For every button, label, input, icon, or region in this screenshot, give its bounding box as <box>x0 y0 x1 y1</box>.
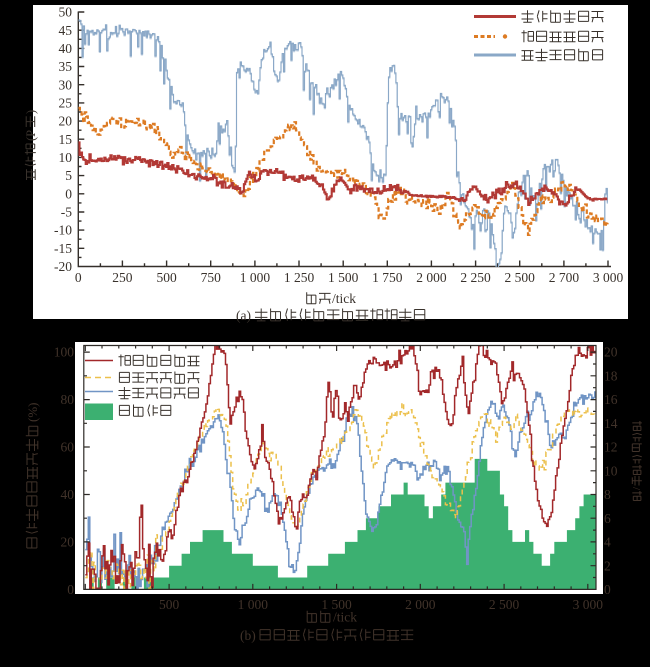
svg-text:20: 20 <box>61 535 75 550</box>
svg-text:/tick: /tick <box>332 291 356 306</box>
svg-text:1 750: 1 750 <box>372 270 403 285</box>
svg-text:2: 2 <box>604 558 611 573</box>
svg-text:20: 20 <box>59 114 73 129</box>
svg-text:250: 250 <box>112 270 133 285</box>
svg-text:2 250: 2 250 <box>460 270 491 285</box>
svg-text:1 250: 1 250 <box>284 270 315 285</box>
svg-text:8: 8 <box>604 487 611 502</box>
svg-text:-15: -15 <box>54 241 72 256</box>
svg-text:10: 10 <box>59 150 73 165</box>
svg-text:6: 6 <box>604 511 611 526</box>
svg-text:5: 5 <box>65 168 72 183</box>
svg-text:2 700: 2 700 <box>549 270 580 285</box>
svg-text:1 000: 1 000 <box>238 597 269 612</box>
svg-text:(P: (P <box>24 130 38 141</box>
svg-text:14: 14 <box>604 416 618 431</box>
svg-text:60: 60 <box>61 440 75 455</box>
svg-text:45: 45 <box>59 23 73 38</box>
svg-text:2 000: 2 000 <box>416 270 447 285</box>
svg-text:0: 0 <box>65 186 72 201</box>
svg-text:-20: -20 <box>54 259 72 274</box>
svg-text:80: 80 <box>61 392 75 407</box>
svg-text:0: 0 <box>75 270 82 285</box>
svg-text:20: 20 <box>604 345 618 360</box>
svg-text:-5: -5 <box>61 205 72 220</box>
svg-text:2 500: 2 500 <box>505 270 536 285</box>
svg-text:50: 50 <box>59 5 73 20</box>
svg-text:10: 10 <box>604 463 618 478</box>
svg-text:500: 500 <box>156 270 177 285</box>
svg-text:2 000: 2 000 <box>405 597 436 612</box>
svg-text:): ) <box>24 110 38 114</box>
svg-text:0: 0 <box>604 582 611 597</box>
svg-text:/: / <box>630 487 642 491</box>
svg-text:(b): (b) <box>240 628 256 643</box>
svg-text:16: 16 <box>604 392 618 407</box>
svg-text:100: 100 <box>54 345 75 360</box>
svg-text:2 500: 2 500 <box>489 597 520 612</box>
svg-text:4: 4 <box>604 535 611 550</box>
svg-text:15: 15 <box>59 132 73 147</box>
svg-text:-10: -10 <box>54 223 72 238</box>
svg-text:40: 40 <box>59 41 73 56</box>
svg-text:1 000: 1 000 <box>240 270 271 285</box>
svg-text:35: 35 <box>59 59 73 74</box>
svg-text:3 000: 3 000 <box>573 597 604 612</box>
svg-text:1 500: 1 500 <box>328 270 359 285</box>
svg-text:3 000: 3 000 <box>593 270 624 285</box>
svg-text:12: 12 <box>604 440 618 455</box>
svg-text:0: 0 <box>67 582 74 597</box>
svg-text:/tick: /tick <box>333 610 357 625</box>
svg-text:18: 18 <box>604 368 618 383</box>
svg-text:30: 30 <box>59 77 73 92</box>
svg-text:(a): (a) <box>236 308 251 323</box>
svg-text:40: 40 <box>61 487 75 502</box>
svg-text:25: 25 <box>59 96 73 111</box>
svg-text:(%): (%) <box>25 403 40 423</box>
svg-text:1 500: 1 500 <box>321 597 352 612</box>
svg-text:500: 500 <box>159 597 180 612</box>
svg-text:750: 750 <box>201 270 222 285</box>
